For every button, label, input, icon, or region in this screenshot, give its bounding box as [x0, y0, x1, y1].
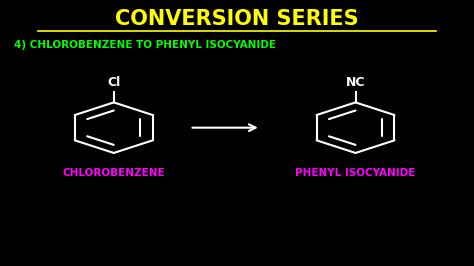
Text: CHLOROBENZENE: CHLOROBENZENE	[63, 168, 165, 178]
Text: CONVERSION SERIES: CONVERSION SERIES	[115, 9, 359, 29]
Text: 4) CHLOROBENZENE TO PHENYL ISOCYANIDE: 4) CHLOROBENZENE TO PHENYL ISOCYANIDE	[14, 40, 276, 50]
Text: NC: NC	[346, 76, 365, 89]
Text: Cl: Cl	[107, 76, 120, 89]
Text: PHENYL ISOCYANIDE: PHENYL ISOCYANIDE	[295, 168, 416, 178]
